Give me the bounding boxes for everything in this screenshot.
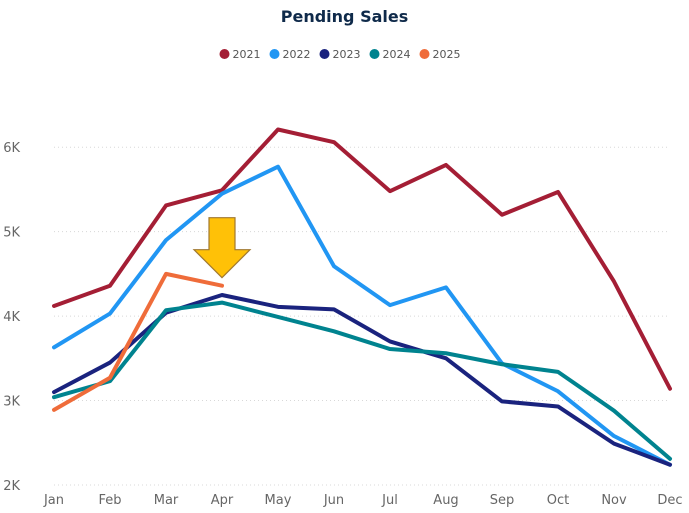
x-tick-label-may: May xyxy=(265,493,292,508)
legend-marker-2023 xyxy=(319,49,330,59)
y-tick-label-2K: 2K xyxy=(3,479,20,494)
series-line-2021[interactable] xyxy=(52,127,672,391)
legend-marker-2024 xyxy=(369,49,380,59)
legend-label-2024: 2024 xyxy=(383,48,411,61)
gridlines xyxy=(54,146,670,486)
legend-marker-2022 xyxy=(269,49,280,59)
x-tick-label-apr: Apr xyxy=(211,493,234,508)
x-tick-label-sep: Sep xyxy=(490,493,515,508)
legend: 2021 2022 2023 2024 2025 xyxy=(219,48,461,61)
x-tick-label-aug: Aug xyxy=(433,493,458,508)
legend-marker-2025 xyxy=(419,49,430,59)
y-tick-label-3K: 3K xyxy=(3,395,20,410)
down-arrow-annotation xyxy=(192,217,252,279)
chart-title: Pending Sales xyxy=(281,7,409,26)
x-tick-label-jun: Jun xyxy=(323,493,344,508)
legend-label-2025: 2025 xyxy=(433,48,461,61)
legend-item-2021[interactable]: 2021 xyxy=(219,48,261,61)
legend-item-2024[interactable]: 2024 xyxy=(369,48,411,61)
y-tick-label-4K: 4K xyxy=(3,310,20,325)
legend-item-2022[interactable]: 2022 xyxy=(269,48,311,61)
annotation-layer xyxy=(192,217,252,279)
series-line-2022[interactable] xyxy=(52,164,672,467)
x-axis-labels: Jan Feb Mar Apr May Jun Jul Aug Sep Oct Nov Dec xyxy=(43,493,683,508)
legend-label-2023: 2023 xyxy=(333,48,361,61)
x-tick-label-mar: Mar xyxy=(154,493,179,508)
legend-item-2023[interactable]: 2023 xyxy=(319,48,361,61)
legend-label-2022: 2022 xyxy=(283,48,311,61)
series-line-2023[interactable] xyxy=(52,293,672,467)
x-tick-label-feb: Feb xyxy=(98,493,121,508)
series-line-2024[interactable] xyxy=(52,300,672,461)
y-tick-label-5K: 5K xyxy=(3,226,20,241)
legend-item-2025[interactable]: 2025 xyxy=(419,48,461,61)
y-axis-labels: 2K 3K 4K 5K 6K xyxy=(3,141,20,494)
legend-label-2021: 2021 xyxy=(233,48,261,61)
y-tick-label-6K: 6K xyxy=(3,141,20,156)
x-tick-label-jul: Jul xyxy=(381,493,398,508)
x-tick-label-dec: Dec xyxy=(657,493,682,508)
x-tick-label-nov: Nov xyxy=(601,493,627,508)
x-tick-label-oct: Oct xyxy=(547,493,569,508)
series-line-2025[interactable] xyxy=(52,271,224,412)
legend-marker-2021 xyxy=(219,49,230,59)
series-layer xyxy=(52,127,672,467)
x-tick-label-jan: Jan xyxy=(43,493,64,508)
